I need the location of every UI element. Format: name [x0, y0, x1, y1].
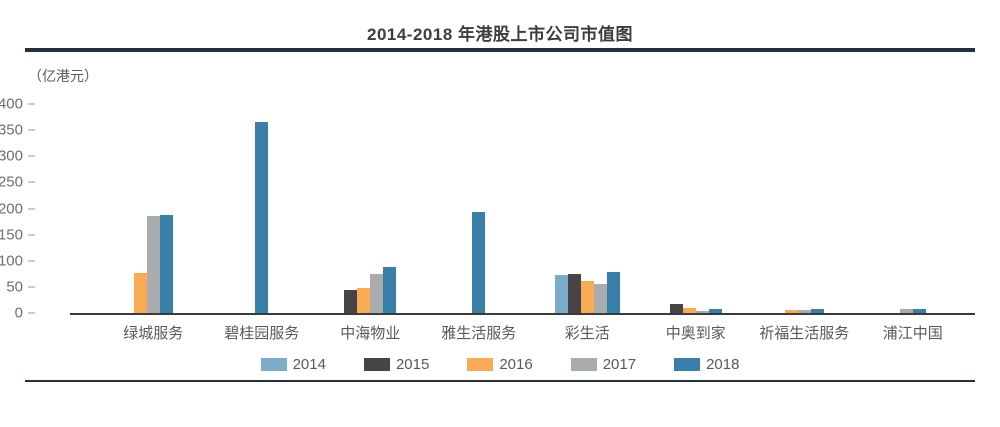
y-tick-label: 50: [6, 278, 23, 296]
bar-2014: [554, 275, 568, 313]
bar-2018: [255, 122, 269, 313]
category-label: 浦江中国: [882, 325, 943, 342]
category-label: 祈福生活服务: [759, 325, 850, 342]
bar-group-8: [859, 104, 968, 313]
bar-2017: [146, 215, 160, 313]
bar-group-3: [316, 104, 425, 313]
chart-title: 2014-2018 年港股上市公司市值图: [366, 25, 634, 44]
bar-2018: [159, 214, 173, 313]
bar-group-6: [642, 104, 751, 313]
y-axis-unit-label: （亿港元）: [28, 68, 98, 84]
y-tick-mark: [28, 312, 35, 314]
bar-group-1: [99, 104, 208, 313]
bar-2017: [370, 273, 384, 313]
legend-item-2018: 2018: [674, 356, 739, 373]
bar-group-7: [750, 104, 859, 313]
legend-item-2016: 2016: [467, 356, 533, 373]
legend: 2014 2015 2016 2017 2018: [0, 356, 1000, 373]
y-tick-label: 200: [0, 200, 23, 217]
bar-group-5: [533, 104, 642, 313]
y-tick-mark: [28, 260, 35, 262]
bar-2018: [912, 308, 926, 313]
legend-swatch: [363, 358, 390, 371]
title-underline: [25, 48, 975, 52]
bar-2018: [810, 309, 824, 313]
bar-group-2: [208, 104, 317, 313]
y-tick: 350: [0, 122, 35, 139]
y-tick: 200: [0, 200, 35, 217]
bars-area: [99, 104, 967, 313]
y-tick: 250: [0, 174, 35, 191]
bar-2016: [357, 287, 371, 313]
bar-2017: [593, 284, 607, 313]
y-tick: 150: [0, 226, 35, 243]
y-tick: 50: [6, 278, 35, 295]
y-tick-label: 300: [0, 147, 23, 165]
x-axis-labels: 绿城服务 碧桂园服务 中海物业 雅生活服务 彩生活 中奥到家 祈福生活服务 浦江中国: [99, 322, 967, 343]
category-label: 彩生活: [564, 325, 610, 342]
legend-swatch: [260, 358, 287, 371]
bar-2017: [695, 310, 709, 313]
plot-area: 0 50 100 150 200 250 300 350 400: [0, 96, 975, 322]
y-tick-mark: [28, 234, 35, 236]
legend-label: 2018: [706, 356, 740, 373]
bar-2015: [344, 290, 358, 313]
legend-label: 2015: [395, 356, 430, 373]
legend-item-2014: 2014: [260, 356, 326, 373]
bar-2015: [669, 304, 683, 313]
category-label: 中海物业: [340, 325, 401, 342]
bar-2018: [383, 267, 397, 313]
y-tick-mark: [28, 129, 35, 131]
category-label: 碧桂园服务: [224, 325, 300, 342]
category-label: 绿城服务: [123, 325, 184, 342]
legend-label: 2014: [292, 356, 326, 373]
bar-2018: [708, 308, 722, 313]
y-tick-mark: [28, 103, 35, 105]
y-tick-label: 150: [0, 226, 23, 244]
y-tick-mark: [28, 286, 35, 288]
bar-2017: [797, 310, 811, 313]
bar-group-4: [425, 104, 534, 313]
legend-item-2017: 2017: [570, 356, 637, 373]
y-tick-label: 0: [14, 304, 23, 322]
y-tick-label: 400: [0, 95, 23, 113]
category-label: 中奥到家: [665, 325, 726, 342]
bar-2015: [567, 273, 581, 313]
bar-2016: [784, 309, 798, 313]
y-tick-mark: [28, 208, 35, 209]
category-label: 雅生活服务: [441, 325, 517, 342]
y-tick-label: 100: [0, 252, 23, 270]
y-tick-mark: [28, 181, 35, 183]
y-tick: 0: [15, 305, 35, 322]
legend-item-2015: 2015: [363, 356, 430, 373]
legend-label: 2017: [602, 356, 637, 373]
bar-2016: [580, 280, 594, 313]
legend-swatch: [570, 358, 597, 371]
bar-2016: [682, 307, 696, 313]
y-tick: 100: [0, 252, 35, 269]
legend-swatch: [467, 358, 494, 371]
y-tick-label: 250: [0, 173, 23, 191]
y-tick: 400: [0, 96, 35, 113]
legend-swatch: [674, 358, 701, 371]
y-tick: 300: [0, 148, 35, 165]
y-tick-mark: [28, 155, 35, 157]
footer-rule: [25, 380, 975, 382]
y-tick-label: 350: [0, 121, 23, 139]
bar-2018: [606, 272, 620, 313]
bar-2018: [472, 211, 486, 313]
bar-2017: [899, 309, 913, 313]
bar-2016: [133, 272, 147, 313]
legend-label: 2016: [499, 356, 533, 373]
